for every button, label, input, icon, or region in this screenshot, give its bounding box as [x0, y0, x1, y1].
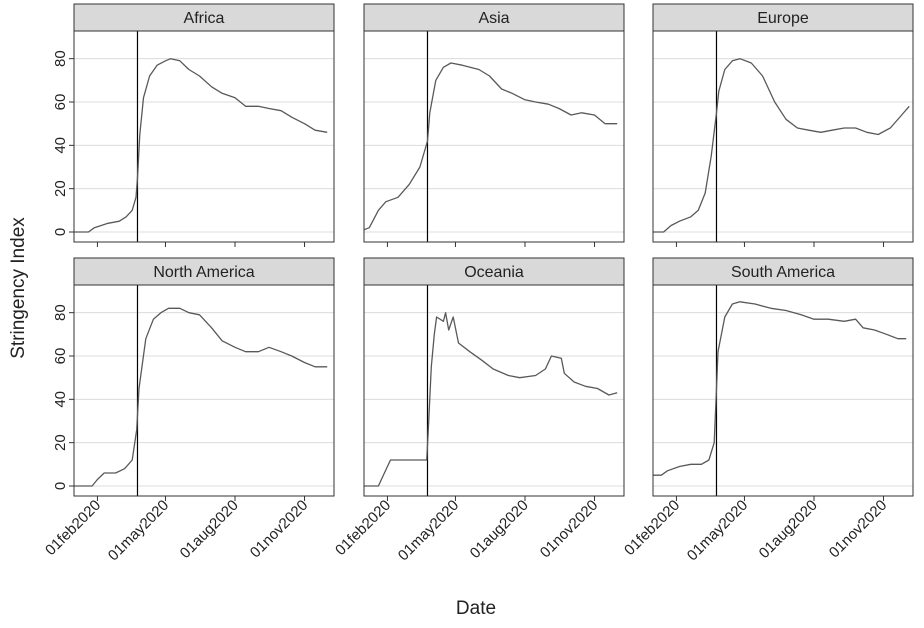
plot-area — [652, 30, 914, 243]
facet-strip — [73, 257, 335, 286]
y-tick-label: 20 — [52, 434, 69, 451]
x-tick-label: 01feb2020 — [42, 497, 104, 559]
plot-area — [652, 284, 914, 497]
plot-area — [73, 284, 335, 497]
plot-area — [363, 30, 625, 243]
x-tick-label: 01may2020 — [105, 497, 172, 564]
facet-panel-europe: Europe — [652, 3, 914, 247]
y-tick-label: 40 — [52, 391, 69, 408]
plot-area — [363, 284, 625, 497]
x-tick-label: 01feb2020 — [621, 497, 683, 559]
x-tick-label: 01aug2020 — [467, 497, 532, 562]
x-tick-label: 01nov2020 — [826, 497, 891, 562]
facet-panel-africa: Africa 0 20 40 60 80 — [52, 3, 335, 247]
plot-frame — [652, 284, 914, 497]
facet-strip-label: Europe — [757, 10, 809, 27]
series-line — [653, 301, 907, 476]
y-axis-title: Stringency Index — [8, 217, 29, 359]
x-tick-label: 01may2020 — [395, 497, 462, 564]
x-tick-label: 01aug2020 — [756, 497, 821, 562]
facet-strip — [73, 3, 335, 32]
y-tick-label: 0 — [52, 482, 69, 490]
y-tick-label: 0 — [52, 228, 69, 236]
y-tick-label: 60 — [52, 348, 69, 365]
facet-panel-south-america: South America 01feb2020 01may2020 01aug2020… — [621, 257, 914, 564]
y-tick-label: 20 — [52, 180, 69, 197]
plot-area — [73, 30, 335, 243]
facet-strip-label: North America — [153, 264, 254, 281]
y-tick-label: 80 — [52, 50, 69, 67]
facet-strip — [363, 257, 625, 286]
facet-strip — [652, 257, 914, 286]
plot-frame — [363, 30, 625, 243]
facet-strip — [363, 3, 625, 32]
y-tick-label: 80 — [52, 304, 69, 321]
x-tick-label: 01may2020 — [684, 497, 751, 564]
facet-panel-oceania: Oceania 01feb2020 01may2020 01aug2020 01nov2… — [332, 257, 625, 564]
series-line — [653, 58, 910, 233]
x-tick-label: 01nov2020 — [537, 497, 602, 562]
facet-strip-label: Africa — [184, 10, 225, 27]
series-line — [74, 307, 328, 487]
x-tick-label: 01nov2020 — [247, 497, 312, 562]
facet-strip-label: Oceania — [464, 264, 524, 281]
facet-strip-label: South America — [731, 264, 835, 281]
facet-panel-north-america: North America 0 20 40 60 80 01feb2020 01may2020… — [42, 257, 335, 564]
facet-panel-asia: Asia — [363, 3, 625, 247]
facet-strip — [652, 3, 914, 32]
x-axis-title: Date — [456, 598, 496, 619]
x-tick-label: 01aug2020 — [177, 497, 242, 562]
plot-frame — [73, 284, 335, 497]
plot-frame — [652, 30, 914, 243]
x-tick-label: 01feb2020 — [332, 497, 394, 559]
series-line — [74, 58, 328, 233]
series-line — [364, 312, 618, 487]
plot-frame — [363, 284, 625, 497]
series-line — [363, 62, 618, 231]
y-tick-label: 40 — [52, 137, 69, 154]
y-tick-label: 60 — [52, 94, 69, 111]
plot-frame — [73, 30, 335, 243]
facet-strip-label: Asia — [478, 10, 509, 27]
